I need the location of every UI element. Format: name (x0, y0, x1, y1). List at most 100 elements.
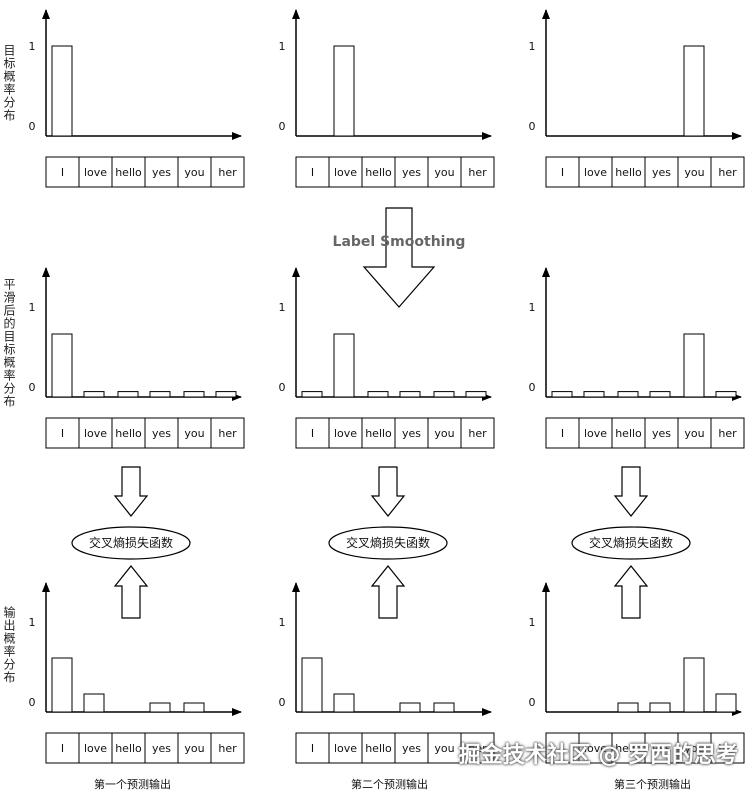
token-cell-her (710, 732, 745, 764)
bar-yes (399, 391, 421, 398)
token-label-you: you (434, 166, 454, 179)
y-tick-label-0: 0 (529, 120, 536, 133)
token-label-love: love (84, 427, 107, 440)
label-smoothing-arrow (362, 207, 436, 308)
up-arrow-1 (113, 565, 149, 619)
bar-love (333, 693, 355, 713)
bar-yes (149, 391, 171, 398)
y-tick-label-0: 0 (529, 696, 536, 709)
y-tick-label-0: 0 (279, 696, 286, 709)
chart-output-1: 1 0 I love hello yes you her (29, 582, 245, 764)
bar-you (683, 657, 705, 713)
token-label-you: you (184, 742, 204, 755)
token-label-her: her (718, 166, 737, 179)
token-label-I: I (311, 427, 314, 440)
token-cell-I (295, 417, 330, 449)
token-label-love: love (584, 166, 607, 179)
token-cell-her (460, 156, 495, 188)
bar-love (333, 45, 355, 137)
token-label-yes: yes (152, 166, 171, 179)
y-tick-label-1: 1 (529, 40, 536, 53)
bar-love (333, 333, 355, 398)
y-tick-label-1: 1 (279, 40, 286, 53)
token-label-you: you (434, 742, 454, 755)
bar-you (183, 391, 205, 398)
token-cell-I (45, 732, 80, 764)
token-label-hello: hello (115, 742, 142, 755)
row-label-target: 目标概率分布 (2, 44, 16, 122)
token-cell-yes (144, 156, 179, 188)
bar-love (83, 391, 105, 398)
token-label-yes: yes (402, 166, 421, 179)
down-arrow-1 (113, 466, 149, 517)
token-label-you: you (184, 166, 204, 179)
token-label-you: you (684, 166, 704, 179)
y-tick-label-0: 0 (279, 381, 286, 394)
label-smoothing-text: Label Smoothing (333, 234, 466, 250)
token-label-hello: hello (115, 166, 142, 179)
token-label-yes: yes (152, 427, 171, 440)
token-label-hello: hello (365, 742, 392, 755)
token-label-you: you (684, 427, 704, 440)
chart-smoothed-3: 1 0 I love hello yes you her (529, 267, 745, 449)
bar-I (301, 391, 323, 398)
y-tick-label-1: 1 (529, 301, 536, 314)
chart-smoothed-2: 1 0 I love hello yes you her (279, 267, 495, 449)
bar-I (551, 391, 573, 398)
token-cell-her (210, 417, 245, 449)
token-cell-love (328, 732, 363, 764)
bar-you (683, 333, 705, 398)
token-cell-yes (644, 732, 679, 764)
up-arrow-2 (370, 565, 406, 619)
bar-I (51, 657, 73, 713)
token-label-love: love (84, 742, 107, 755)
loss-label-3: 交叉熵损失函数 (589, 535, 673, 550)
token-label-you: you (434, 427, 454, 440)
y-tick-label-1: 1 (29, 616, 36, 629)
token-label-her: her (218, 166, 237, 179)
bar-you (683, 45, 705, 137)
bar-yes (649, 391, 671, 398)
chart-output-2: 1 0 I love hello yes you her (279, 582, 495, 764)
token-label-love: love (584, 427, 607, 440)
token-label-I: I (561, 166, 564, 179)
token-cell-love (78, 417, 113, 449)
bar-you (433, 391, 455, 398)
token-label-yes: yes (152, 742, 171, 755)
token-cell-love (78, 732, 113, 764)
token-label-hello: hello (615, 742, 642, 755)
chart-smoothed-1: 1 0 I love hello yes you her (29, 267, 245, 449)
caption-second-prediction: 第二个预测输出 (351, 778, 428, 791)
token-label-yes: yes (402, 427, 421, 440)
token-label-yes: yes (402, 742, 421, 755)
y-tick-label-1: 1 (29, 301, 36, 314)
token-label-I: I (561, 742, 564, 755)
y-tick-label-1: 1 (279, 301, 286, 314)
token-label-I: I (61, 166, 64, 179)
token-label-love: love (334, 166, 357, 179)
bar-yes (399, 702, 421, 713)
token-cell-hello (361, 417, 396, 449)
caption-first-prediction: 第一个预测输出 (94, 778, 171, 791)
bar-yes (149, 702, 171, 713)
token-label-I: I (311, 166, 314, 179)
token-cell-hello (111, 732, 146, 764)
bar-I (51, 45, 73, 137)
token-label-hello: hello (365, 166, 392, 179)
bar-hello (617, 391, 639, 398)
token-label-yes: yes (652, 427, 671, 440)
token-cell-love (328, 417, 363, 449)
bar-you (433, 702, 455, 713)
chart-target-1: 1 0 I love hello yes you her (29, 9, 245, 188)
token-cell-I (45, 417, 80, 449)
bar-you (183, 702, 205, 713)
chart-output-3: 1 0 I love hello yes you her (529, 582, 745, 764)
bar-her (715, 391, 737, 398)
bar-her (465, 391, 487, 398)
token-label-yes: yes (652, 742, 671, 755)
bar-I (301, 657, 323, 713)
token-cell-I (545, 417, 580, 449)
token-cell-yes (144, 417, 179, 449)
token-cell-I (545, 156, 580, 188)
